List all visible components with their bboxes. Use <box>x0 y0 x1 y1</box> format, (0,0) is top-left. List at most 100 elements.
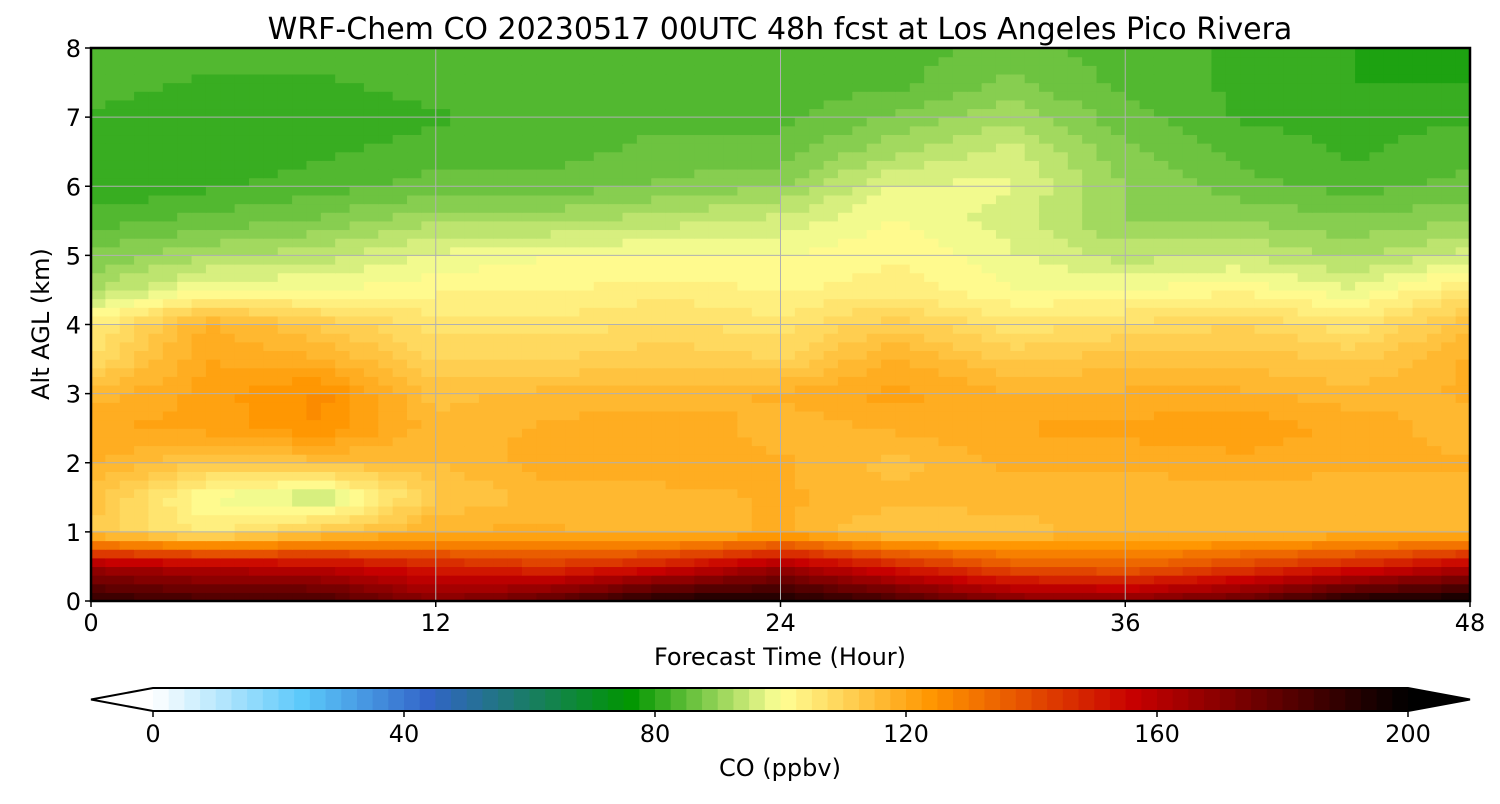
heatmap-cell <box>1355 410 1371 421</box>
heatmap-cell <box>794 298 810 308</box>
heatmap-cell <box>335 246 351 256</box>
heatmap-cell <box>91 384 106 395</box>
heatmap-cell <box>1268 523 1284 533</box>
heatmap-cell <box>1383 514 1399 524</box>
heatmap-cell <box>1297 462 1313 472</box>
heatmap-cell <box>967 549 983 559</box>
heatmap-cell <box>1039 298 1055 308</box>
heatmap-cell <box>909 523 925 533</box>
heatmap-cell <box>1125 376 1141 386</box>
heatmap-cell <box>1240 220 1256 231</box>
heatmap-cell <box>1168 540 1184 550</box>
heatmap-cell <box>1096 246 1112 256</box>
heatmap-cell <box>234 341 250 352</box>
heatmap-cell <box>105 557 121 568</box>
heatmap-cell <box>91 350 106 360</box>
heatmap-cell <box>162 350 178 360</box>
heatmap-cell <box>766 505 782 516</box>
heatmap-cell <box>837 238 853 248</box>
heatmap-cell <box>1383 315 1399 326</box>
heatmap-cell <box>134 393 150 403</box>
heatmap-cell <box>1268 341 1284 352</box>
heatmap-cell <box>737 566 753 576</box>
heatmap-cell <box>1383 402 1399 412</box>
heatmap-cell <box>938 264 954 274</box>
heatmap-cell <box>464 151 480 161</box>
heatmap-cell <box>1240 497 1256 507</box>
heatmap-cell <box>1225 393 1241 403</box>
heatmap-cell <box>608 488 624 498</box>
heatmap-cell <box>148 462 164 472</box>
heatmap-cell <box>1110 462 1126 472</box>
heatmap-cell <box>119 264 135 274</box>
heatmap-cell <box>1182 220 1198 231</box>
heatmap-cell <box>1139 384 1155 395</box>
heatmap-cell <box>1082 583 1098 593</box>
heatmap-cell <box>148 410 164 421</box>
heatmap-cell <box>493 212 509 222</box>
heatmap-cell <box>119 246 135 256</box>
heatmap-cell <box>1340 410 1356 421</box>
heatmap-cell <box>349 333 365 343</box>
heatmap-cell <box>981 592 997 601</box>
heatmap-cell <box>1225 488 1241 498</box>
heatmap-cell <box>1024 255 1040 265</box>
heatmap-cell <box>1398 341 1414 352</box>
heatmap-cell <box>608 445 624 455</box>
heatmap-cell <box>967 462 983 472</box>
heatmap-cell <box>967 186 983 196</box>
heatmap-cell <box>593 583 609 593</box>
heatmap-cell <box>995 376 1011 386</box>
heatmap-cell <box>1426 367 1442 377</box>
heatmap-cell <box>349 350 365 360</box>
heatmap-cell <box>665 540 681 550</box>
heatmap-cell <box>794 367 810 377</box>
heatmap-cell <box>809 367 825 377</box>
heatmap-cell <box>708 160 724 170</box>
heatmap-cell <box>277 497 293 507</box>
heatmap-cell <box>349 393 365 403</box>
heatmap-cell <box>234 549 250 559</box>
heatmap-cell <box>407 514 422 524</box>
heatmap-cell <box>751 350 767 360</box>
heatmap-cell <box>679 289 695 300</box>
heatmap-cell <box>320 272 336 282</box>
heatmap-cell <box>277 367 293 377</box>
heatmap-cell <box>205 436 221 447</box>
heatmap-cell <box>909 540 925 550</box>
heatmap-cell <box>91 514 106 524</box>
heatmap-cell <box>464 592 480 601</box>
heatmap-cell <box>967 480 983 490</box>
heatmap-cell <box>162 307 178 317</box>
heatmap-cell <box>981 151 997 161</box>
heatmap-cell <box>780 583 796 593</box>
heatmap-cell <box>521 264 537 274</box>
heatmap-cell <box>1254 333 1270 343</box>
heatmap-cell <box>1340 384 1356 395</box>
heatmap-cell <box>751 549 767 559</box>
heatmap-cell <box>335 462 351 472</box>
heatmap-cell <box>766 402 782 412</box>
heatmap-cell <box>349 445 365 455</box>
heatmap-cell <box>723 212 739 222</box>
heatmap-cell <box>1441 151 1457 161</box>
heatmap-cell <box>1182 419 1198 429</box>
heatmap-cell <box>780 359 796 369</box>
heatmap-cell <box>1441 505 1457 516</box>
heatmap-cell <box>1067 471 1083 481</box>
heatmap-cell <box>593 480 609 490</box>
heatmap-cell <box>679 531 695 542</box>
heatmap-cell <box>134 315 150 326</box>
heatmap-cell <box>1197 220 1213 231</box>
heatmap-cell <box>1455 462 1470 472</box>
heatmap-cell <box>751 497 767 507</box>
heatmap-cell <box>895 549 911 559</box>
heatmap-cell <box>1398 350 1414 360</box>
heatmap-cell <box>1412 255 1428 265</box>
heatmap-cell <box>521 324 537 334</box>
heatmap-cell <box>478 341 494 352</box>
heatmap-cell <box>234 505 250 516</box>
heatmap-cell <box>378 359 394 369</box>
heatmap-cell <box>478 229 494 239</box>
heatmap-cell <box>794 505 810 516</box>
